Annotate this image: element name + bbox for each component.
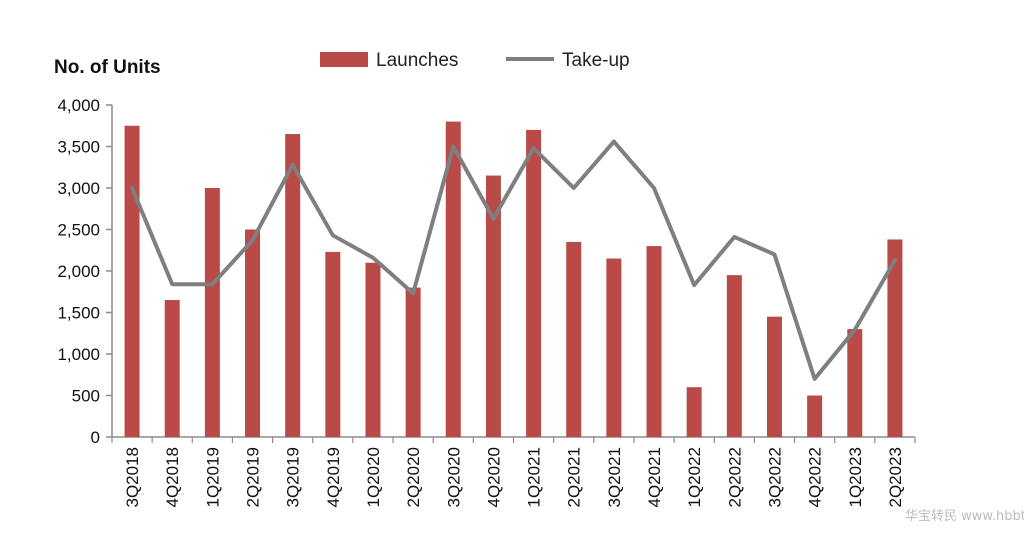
launches-bar bbox=[204, 188, 220, 437]
x-tick-label: 2Q2019 bbox=[244, 447, 263, 508]
x-tick-label: 4Q2019 bbox=[324, 447, 343, 508]
y-tick-label: 2,000 bbox=[57, 262, 100, 281]
launches-bar bbox=[526, 129, 542, 437]
takeup-line-group bbox=[130, 139, 897, 381]
launches-bar bbox=[164, 300, 180, 437]
launches-bar bbox=[124, 125, 140, 437]
launches-bars bbox=[124, 121, 903, 438]
y-tick-label: 1,500 bbox=[57, 304, 100, 323]
takeup-point bbox=[853, 328, 857, 332]
watermark: 华宝转民 www.hbbt.com bbox=[905, 509, 1024, 524]
legend-label-launches: Launches bbox=[376, 50, 458, 71]
launches-bar bbox=[766, 316, 782, 437]
takeup-point bbox=[652, 186, 656, 190]
launches-bar bbox=[566, 241, 582, 437]
takeup-point bbox=[170, 282, 174, 286]
y-tick-label: 2,500 bbox=[57, 221, 100, 240]
x-tick-label: 3Q2018 bbox=[123, 447, 142, 508]
x-tick-label: 4Q2018 bbox=[163, 447, 182, 508]
launches-bar bbox=[485, 175, 501, 438]
takeup-point bbox=[612, 140, 616, 144]
takeup-point bbox=[572, 186, 576, 190]
x-tick-label: 1Q2019 bbox=[203, 447, 222, 508]
takeup-point bbox=[251, 238, 255, 242]
legend: Launches Take-up bbox=[320, 50, 630, 71]
launches-bar bbox=[285, 134, 301, 438]
x-tick-label: 2Q2023 bbox=[886, 447, 905, 508]
takeup-point bbox=[291, 163, 295, 167]
y-tick-label: 1,000 bbox=[57, 345, 100, 364]
takeup-point bbox=[532, 146, 536, 150]
x-tick-label: 3Q2021 bbox=[605, 447, 624, 508]
x-tick-label: 1Q2021 bbox=[525, 447, 544, 508]
takeup-point bbox=[893, 258, 897, 262]
x-tick-label: 4Q2021 bbox=[645, 447, 664, 508]
x-tick-label: 4Q2020 bbox=[484, 447, 503, 508]
y-tick-label: 500 bbox=[72, 387, 100, 406]
x-tick-label: 1Q2022 bbox=[685, 447, 704, 508]
takeup-point bbox=[130, 186, 134, 190]
y-axis-label: No. of Units bbox=[54, 57, 161, 78]
launches-bar bbox=[686, 387, 702, 437]
takeup-point bbox=[692, 283, 696, 287]
takeup-point bbox=[451, 145, 455, 148]
launches-bar bbox=[887, 239, 903, 437]
takeup-point bbox=[411, 291, 415, 295]
takeup-point bbox=[371, 256, 375, 260]
takeup-point bbox=[813, 377, 817, 381]
x-tick-label: 3Q2019 bbox=[284, 447, 303, 508]
launches-bar bbox=[847, 329, 863, 437]
x-tick-label: 2Q2020 bbox=[404, 447, 423, 508]
launches-bar bbox=[606, 258, 622, 437]
x-tick-label: 1Q2023 bbox=[846, 447, 865, 508]
x-tick-label: 2Q2022 bbox=[725, 447, 744, 508]
takeup-point bbox=[732, 235, 736, 239]
launches-bar bbox=[726, 275, 742, 437]
x-tick-label: 4Q2022 bbox=[806, 447, 825, 508]
takeup-point bbox=[331, 233, 335, 237]
launches-bar bbox=[646, 246, 662, 437]
y-tick-label: 3,500 bbox=[57, 138, 100, 157]
y-tick-label: 3,000 bbox=[57, 179, 100, 198]
y-axis: 0 500 1,000 1,500 2,000 2,500 3,000 3,500 4,000 bbox=[57, 96, 113, 447]
launches-bar bbox=[245, 229, 261, 437]
takeup-point bbox=[210, 282, 214, 286]
y-tick-label: 4,000 bbox=[57, 96, 100, 115]
takeup-point bbox=[772, 252, 776, 256]
takeup-line bbox=[130, 139, 897, 381]
launches-bar bbox=[325, 251, 341, 437]
x-tick-label: 1Q2020 bbox=[364, 447, 383, 508]
takeup-point bbox=[491, 217, 495, 221]
x-tick-label: 3Q2020 bbox=[444, 447, 463, 508]
x-tick-label: 3Q2022 bbox=[765, 447, 784, 508]
launches-bar bbox=[365, 262, 381, 437]
x-axis: 3Q2018 4Q2018 1Q2019 2Q2019 3Q2019 4Q2019 1Q20… bbox=[111, 436, 916, 508]
launches-bar bbox=[405, 287, 421, 437]
y-tick-label: 0 bbox=[91, 428, 100, 447]
launches-bar bbox=[807, 395, 823, 437]
legend-label-takeup: Take-up bbox=[562, 50, 630, 71]
x-tick-label: 2Q2021 bbox=[565, 447, 584, 508]
legend-swatch-launches bbox=[320, 52, 368, 67]
launches-bar bbox=[445, 121, 461, 437]
